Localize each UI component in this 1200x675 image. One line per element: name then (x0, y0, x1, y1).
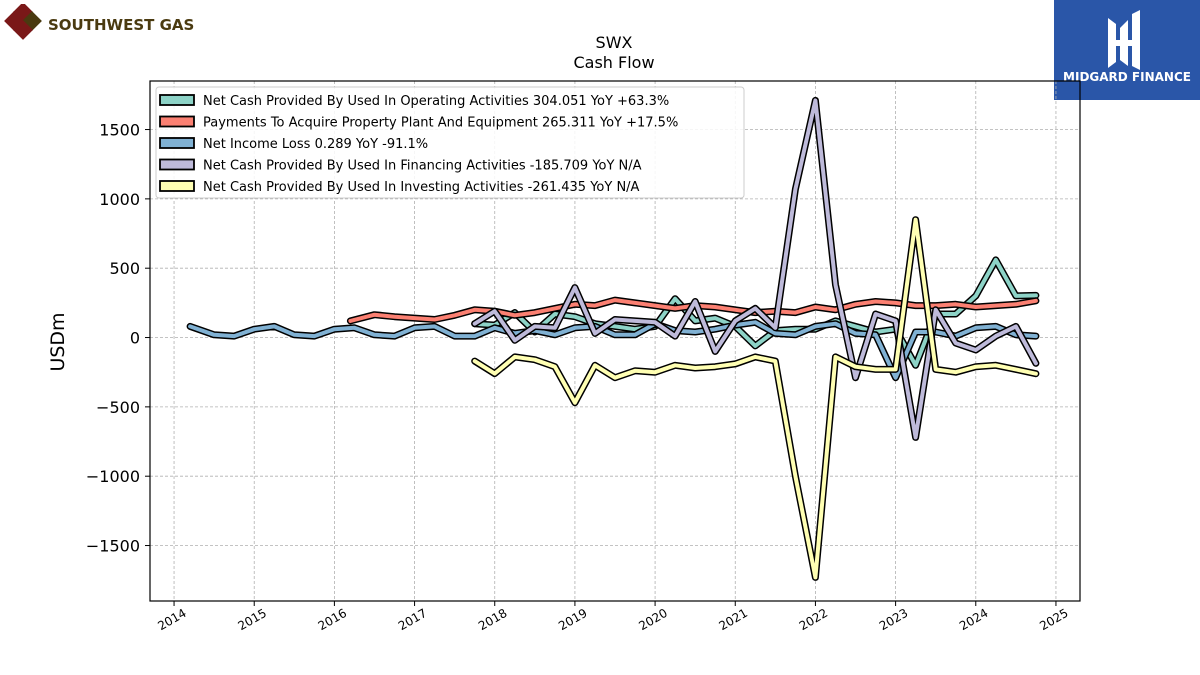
x-tick-label: 2023 (877, 606, 910, 633)
y-tick-label: 1500 (99, 121, 140, 140)
midgard-finance-icon (1108, 10, 1140, 70)
legend-entry: Net Income Loss 0.289 YoY -91.1% (203, 137, 428, 152)
chart-title: SWX (596, 33, 633, 52)
x-tick-label: 2020 (636, 606, 669, 633)
x-tick-label: 2018 (476, 606, 509, 633)
legend-box (155, 86, 745, 199)
brand-name: SOUTHWEST GAS (48, 16, 194, 34)
legend-swatch (159, 94, 195, 106)
y-tick-label: −500 (96, 398, 140, 417)
y-tick-label: 0 (130, 329, 140, 348)
legend-swatch (159, 180, 195, 192)
plot-area: 2014 2015 2016 2017 2018 2019 2020 2021 2022 2023… (86, 80, 1081, 633)
legend-entry: Net Cash Provided By Used In Operating A… (203, 94, 669, 109)
southwest-gas-logo: SOUTHWEST GAS (4, 2, 194, 44)
series-lines (186, 96, 1040, 581)
x-tick-label: 2017 (396, 606, 429, 633)
legend-entry: Net Cash Provided By Used In Financing A… (203, 159, 642, 174)
x-tick-label: 2016 (316, 606, 349, 633)
plot-frame (149, 80, 1081, 602)
x-tick-label: 2025 (1037, 606, 1070, 633)
legend-entry: Payments To Acquire Property Plant And E… (203, 116, 678, 131)
x-tick-label: 2019 (556, 606, 589, 633)
legend-swatch (159, 115, 195, 128)
series-line-outline (471, 216, 1040, 581)
x-tick-label: 2022 (797, 606, 830, 633)
series-line (472, 98, 1038, 440)
x-tick-label: 2021 (717, 606, 750, 633)
y-tick-label: 1000 (99, 190, 140, 209)
series-line (188, 320, 1038, 380)
legend-swatch (159, 137, 195, 149)
legend-swatch (159, 158, 195, 171)
y-tick-label: −1000 (86, 467, 140, 486)
x-tick-label: 2024 (957, 606, 990, 633)
midgard-finance-text: MIDGARD FINANCE (1063, 70, 1191, 84)
southwest-gas-diamond-icon: SOUTHWEST GAS (4, 2, 194, 40)
y-tick-label: 500 (109, 259, 140, 278)
midgard-finance-logo: MIDGARD FINANCE (1054, 0, 1200, 100)
x-tick-label: 2014 (155, 606, 188, 633)
legend: Net Cash Provided By Used In Operating A… (155, 86, 745, 199)
x-tick-label: 2015 (235, 606, 268, 633)
series-line (472, 217, 1038, 580)
legend-entry: Net Cash Provided By Used In Investing A… (203, 180, 640, 195)
y-axis-label: USDm (47, 312, 69, 371)
chart-subtitle: Cash Flow (573, 53, 654, 72)
series-line (472, 257, 1038, 368)
y-tick-label: −1500 (86, 537, 140, 556)
